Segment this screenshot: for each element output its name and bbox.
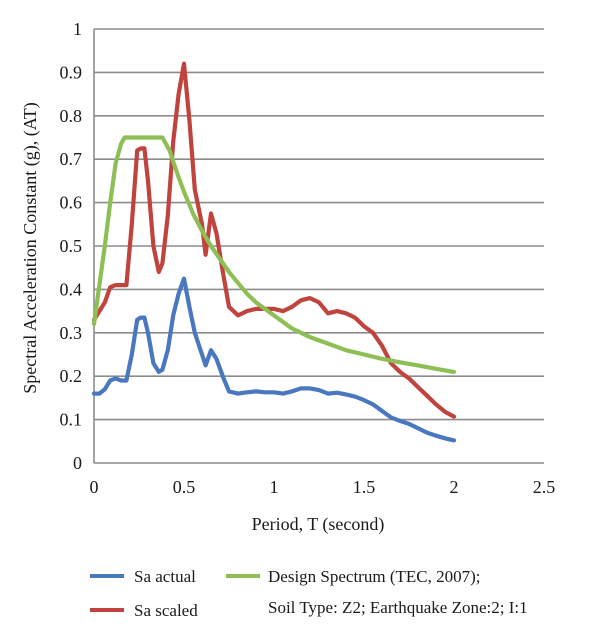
y-tick-label: 0.3 bbox=[60, 323, 83, 343]
y-tick-label: 0.8 bbox=[60, 106, 83, 126]
x-tick-label: 2.5 bbox=[533, 477, 556, 497]
legend-note-soil-type: Soil Type: Z2; Earthquake Zone:2; I:1 bbox=[268, 598, 528, 617]
y-tick-label: 0.4 bbox=[60, 279, 83, 299]
x-tick-label: 1 bbox=[270, 477, 279, 497]
x-tick-label: 1.5 bbox=[353, 477, 376, 497]
y-tick-label: 0.1 bbox=[60, 410, 83, 430]
tick-label-layer: 0 0.1 0.2 0.3 0.4 0.5 0.6 0.7 0.8 0.9 1 0 0.5 1 1.5 2 2.… bbox=[60, 19, 556, 497]
x-tick-label: 0.5 bbox=[173, 477, 196, 497]
y-axis-title: Spectral Acceleration Constant (g), (AT) bbox=[20, 102, 41, 393]
legend-label-sa-scaled: Sa scaled bbox=[134, 601, 198, 620]
legend-label-sa-actual: Sa actual bbox=[134, 567, 196, 586]
series-line-sa-actual bbox=[91, 276, 457, 443]
grid-layer bbox=[94, 28, 544, 421]
x-tick-label: 2 bbox=[450, 477, 459, 497]
y-tick-label: 0.7 bbox=[60, 149, 83, 169]
series-line-design-spectrum bbox=[91, 135, 457, 374]
x-tick-label: 0 bbox=[90, 477, 99, 497]
y-tick-label: 0.6 bbox=[60, 193, 83, 213]
series-line-sa-scaled bbox=[91, 61, 457, 419]
y-tick-label: 0.9 bbox=[60, 62, 83, 82]
x-axis-title: Period, T (second) bbox=[252, 514, 385, 535]
y-tick-label: 0.5 bbox=[60, 236, 83, 256]
y-tick-label: 1 bbox=[73, 19, 82, 39]
y-tick-label: 0 bbox=[73, 453, 82, 473]
series-layer bbox=[91, 61, 457, 443]
legend-label-design-spectrum: Design Spectrum (TEC, 2007); bbox=[268, 567, 480, 586]
legend: Sa actual Sa scaled Design Spectrum (TEC… bbox=[90, 567, 528, 620]
axis-layer bbox=[93, 29, 544, 464]
y-tick-label: 0.2 bbox=[60, 366, 83, 386]
